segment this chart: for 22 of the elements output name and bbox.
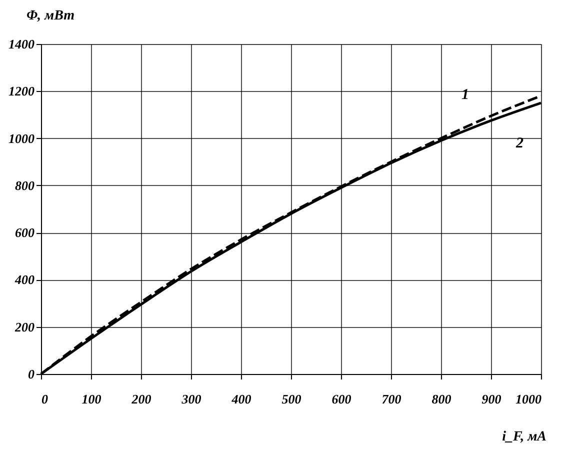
y-tick-label: 1000 <box>8 130 35 146</box>
series-label: 2 <box>515 136 524 152</box>
y-tick-label: 1400 <box>8 36 35 52</box>
x-tick-label: 300 <box>180 392 202 406</box>
x-tick-label: 500 <box>282 392 302 406</box>
y-axis-title: Φ, мВт <box>26 8 75 24</box>
x-tick-label: 0 <box>42 392 48 406</box>
y-tick-label: 400 <box>14 272 35 288</box>
x-tick-label: 600 <box>332 392 352 406</box>
y-tick-label: 200 <box>14 319 35 334</box>
x-axis-title: i_F, мА <box>502 430 546 444</box>
y-tick-label: 800 <box>15 178 35 193</box>
x-tick-label: 1000 <box>516 392 542 406</box>
y-tick-label: 600 <box>15 225 35 240</box>
y-tick-label: 1200 <box>8 84 35 99</box>
x-tick-label: 700 <box>382 392 402 406</box>
x-tick-label: 800 <box>432 392 452 406</box>
y-tick-label: 0 <box>28 366 35 382</box>
x-tick-label: 200 <box>130 392 152 406</box>
x-tick-label: 900 <box>482 392 502 406</box>
x-tick-label: 100 <box>82 392 102 406</box>
x-tick-label: 400 <box>230 392 252 406</box>
